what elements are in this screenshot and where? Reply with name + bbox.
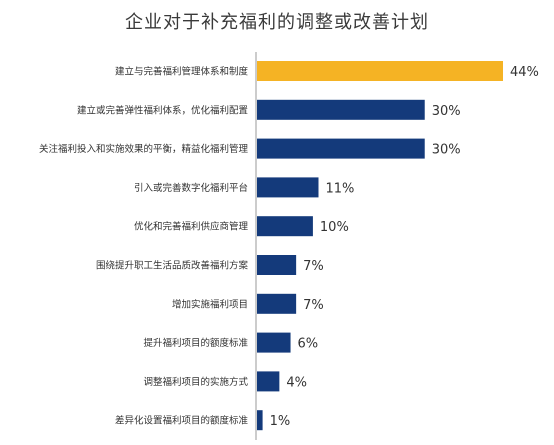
bar	[257, 99, 425, 120]
category-label: 差异化设置福利项目的额度标准	[115, 415, 249, 427]
bar	[257, 371, 280, 392]
bar	[257, 410, 263, 431]
data-label: 6%	[298, 337, 319, 352]
data-label: 7%	[303, 259, 324, 274]
data-label: 44%	[510, 65, 539, 80]
category-label: 关注福利投入和实施效果的平衡，精益化福利管理	[39, 143, 249, 155]
category-label: 建立或完善弹性福利体系，优化福利配置	[77, 104, 248, 116]
chart-title: 企业对于补充福利的调整或改善计划	[125, 12, 429, 33]
category-label: 建立与完善福利管理体系和制度	[115, 66, 249, 78]
category-label: 增加实施福利项目	[172, 298, 248, 310]
data-label: 7%	[303, 298, 324, 313]
data-label: 30%	[432, 104, 461, 119]
bar	[257, 177, 319, 198]
category-label: 提升福利项目的额度标准	[143, 337, 248, 349]
data-label: 4%	[286, 375, 307, 390]
bar	[257, 255, 297, 275]
data-label: 10%	[320, 220, 349, 235]
data-label: 11%	[326, 181, 355, 196]
category-label: 围绕提升职工生活品质改善福利方案	[96, 260, 249, 272]
data-label: 30%	[432, 143, 461, 158]
bar	[257, 332, 291, 353]
bar	[257, 293, 297, 314]
data-label: 1%	[270, 414, 291, 429]
bar	[257, 138, 425, 159]
bar	[257, 61, 503, 81]
category-label: 引入或完善数字化福利平台	[134, 182, 248, 194]
category-label: 调整福利项目的实施方式	[143, 376, 248, 388]
category-label: 优化和完善福利供应商管理	[134, 221, 249, 233]
bar	[257, 216, 313, 237]
